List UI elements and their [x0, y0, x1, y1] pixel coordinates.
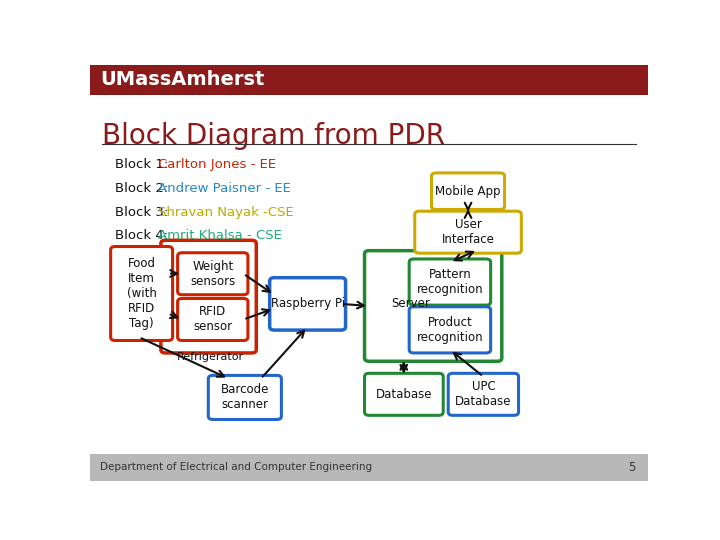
Text: UPC
Database: UPC Database	[455, 380, 512, 408]
FancyBboxPatch shape	[270, 278, 346, 330]
Bar	[90, 454, 648, 481]
FancyBboxPatch shape	[415, 211, 521, 253]
Text: Weight
sensors: Weight sensors	[190, 260, 235, 288]
FancyBboxPatch shape	[178, 299, 248, 341]
FancyArrowPatch shape	[344, 302, 364, 308]
FancyArrowPatch shape	[170, 270, 177, 277]
FancyArrowPatch shape	[400, 363, 407, 372]
FancyArrowPatch shape	[464, 202, 472, 218]
Text: UMassAmherst: UMassAmherst	[100, 71, 264, 90]
Text: Department of Electrical and Computer Engineering: Department of Electrical and Computer En…	[100, 462, 372, 472]
FancyBboxPatch shape	[431, 173, 505, 210]
FancyArrowPatch shape	[246, 275, 270, 292]
FancyBboxPatch shape	[409, 307, 490, 353]
Text: Pattern
recognition: Pattern recognition	[417, 268, 483, 296]
Text: Server: Server	[392, 298, 430, 310]
FancyBboxPatch shape	[161, 240, 256, 353]
Text: Database: Database	[376, 388, 432, 401]
FancyBboxPatch shape	[409, 259, 490, 305]
FancyBboxPatch shape	[178, 253, 248, 295]
Text: Block Diagram from PDR: Block Diagram from PDR	[102, 122, 445, 150]
FancyBboxPatch shape	[449, 373, 518, 415]
FancyArrowPatch shape	[263, 330, 305, 377]
FancyArrowPatch shape	[170, 312, 177, 318]
Text: Amrit Khalsa - CSE: Amrit Khalsa - CSE	[158, 230, 282, 242]
Text: User
Interface: User Interface	[441, 218, 495, 246]
FancyArrowPatch shape	[454, 252, 473, 260]
Text: Refrigerator: Refrigerator	[176, 352, 243, 362]
Text: Block 2:: Block 2:	[115, 182, 173, 195]
Text: Shravan Nayak -CSE: Shravan Nayak -CSE	[158, 206, 294, 219]
Text: Raspberry Pi: Raspberry Pi	[271, 298, 345, 310]
Text: Andrew Paisner - EE: Andrew Paisner - EE	[158, 182, 291, 195]
Text: Block 4:: Block 4:	[115, 230, 173, 242]
Text: Block 1:: Block 1:	[115, 158, 173, 171]
Text: Food
Item
(with
RFID
Tag): Food Item (with RFID Tag)	[127, 257, 156, 330]
FancyArrowPatch shape	[246, 309, 269, 319]
Bar	[90, 65, 648, 95]
Text: Barcode
scanner: Barcode scanner	[220, 383, 269, 411]
FancyArrowPatch shape	[454, 353, 481, 375]
FancyBboxPatch shape	[111, 246, 173, 341]
Text: Product
recognition: Product recognition	[417, 316, 483, 344]
FancyBboxPatch shape	[364, 373, 444, 415]
Text: RFID
sensor: RFID sensor	[193, 306, 233, 334]
Text: 5: 5	[629, 461, 636, 474]
FancyBboxPatch shape	[364, 251, 502, 361]
FancyArrowPatch shape	[142, 339, 224, 377]
Text: Block 3:: Block 3:	[115, 206, 173, 219]
FancyBboxPatch shape	[208, 375, 282, 420]
Text: Carlton Jones - EE: Carlton Jones - EE	[158, 158, 276, 171]
Text: Mobile App: Mobile App	[436, 185, 501, 198]
